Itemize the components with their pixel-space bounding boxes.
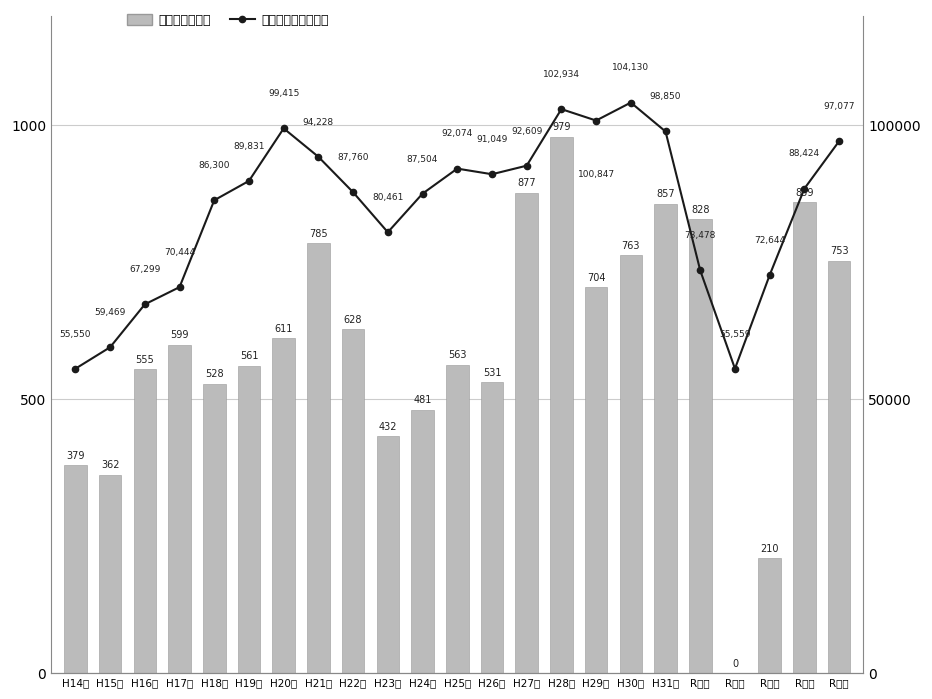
Text: 67,299: 67,299 xyxy=(130,265,160,274)
Bar xyxy=(689,219,711,673)
Text: 563: 563 xyxy=(448,350,467,360)
Text: 87,760: 87,760 xyxy=(337,153,369,162)
Text: 92,609: 92,609 xyxy=(511,127,542,136)
Bar xyxy=(99,475,121,673)
Text: 55,559: 55,559 xyxy=(720,329,750,338)
Text: 73,478: 73,478 xyxy=(685,231,716,240)
Text: 88,424: 88,424 xyxy=(788,150,820,159)
Text: 98,850: 98,850 xyxy=(650,92,681,101)
Text: 362: 362 xyxy=(101,461,119,470)
Text: 72,644: 72,644 xyxy=(754,236,786,245)
Bar xyxy=(793,203,816,673)
Legend: 観客数（千人）, 延べ参加人数（人）: 観客数（千人）, 延べ参加人数（人） xyxy=(122,8,334,31)
Text: 55,550: 55,550 xyxy=(60,329,91,338)
Bar xyxy=(411,410,433,673)
Text: 87,504: 87,504 xyxy=(407,154,438,164)
Bar xyxy=(481,382,503,673)
Text: 979: 979 xyxy=(552,122,570,132)
Text: 59,469: 59,469 xyxy=(94,308,126,317)
Text: 531: 531 xyxy=(483,368,501,377)
Text: 379: 379 xyxy=(66,451,85,461)
Bar xyxy=(620,255,642,673)
Bar xyxy=(133,369,156,673)
Text: 210: 210 xyxy=(761,544,779,554)
Bar xyxy=(828,261,850,673)
Bar xyxy=(342,329,364,673)
Text: 92,074: 92,074 xyxy=(442,129,473,138)
Text: 100,847: 100,847 xyxy=(578,170,615,179)
Text: 97,077: 97,077 xyxy=(823,102,855,111)
Text: 0: 0 xyxy=(732,658,738,669)
Bar xyxy=(584,287,608,673)
Text: 89,831: 89,831 xyxy=(233,142,265,151)
Text: 91,049: 91,049 xyxy=(476,135,508,144)
Text: 828: 828 xyxy=(691,205,709,215)
Bar xyxy=(550,137,572,673)
Bar xyxy=(272,338,295,673)
Text: 555: 555 xyxy=(135,354,154,365)
Text: 94,228: 94,228 xyxy=(303,117,334,127)
Text: 628: 628 xyxy=(344,315,363,324)
Bar xyxy=(377,436,399,673)
Text: 102,934: 102,934 xyxy=(543,70,580,79)
Bar xyxy=(654,203,677,673)
Text: 785: 785 xyxy=(309,229,328,238)
Text: 763: 763 xyxy=(622,240,640,251)
Text: 99,415: 99,415 xyxy=(268,89,299,99)
Bar xyxy=(759,558,781,673)
Bar xyxy=(515,193,538,673)
Text: 611: 611 xyxy=(275,324,293,334)
Bar xyxy=(238,366,260,673)
Text: 561: 561 xyxy=(240,352,258,361)
Bar xyxy=(169,345,191,673)
Text: 857: 857 xyxy=(656,189,675,199)
Text: 104,130: 104,130 xyxy=(612,64,650,73)
Text: 599: 599 xyxy=(171,331,189,340)
Text: 859: 859 xyxy=(795,188,814,198)
Text: 86,300: 86,300 xyxy=(199,161,230,170)
Text: 432: 432 xyxy=(378,422,397,432)
Text: 70,444: 70,444 xyxy=(164,248,195,257)
Text: 704: 704 xyxy=(587,273,606,283)
Bar xyxy=(308,243,330,673)
Text: 481: 481 xyxy=(414,395,432,405)
Bar xyxy=(64,466,87,673)
Text: 80,461: 80,461 xyxy=(372,193,404,202)
Bar xyxy=(446,365,469,673)
Text: 528: 528 xyxy=(205,369,224,380)
Bar xyxy=(203,384,226,673)
Text: 753: 753 xyxy=(829,246,848,256)
Text: 877: 877 xyxy=(517,178,536,188)
